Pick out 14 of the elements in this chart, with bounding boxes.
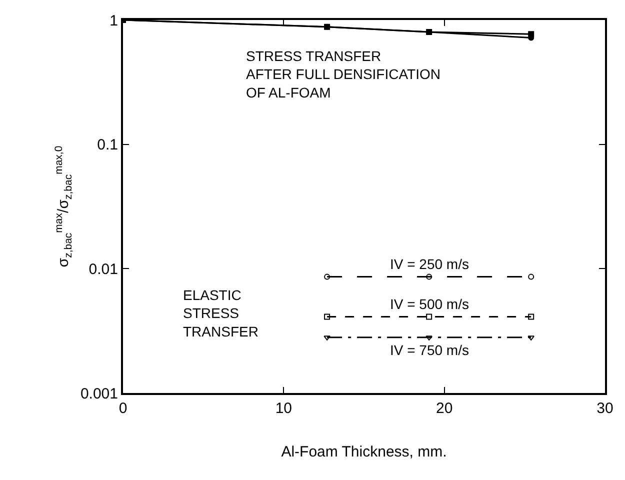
y-tick-label: 0.1 [97, 136, 118, 154]
y-tick-label: 0.001 [80, 385, 118, 402]
x-tick-label: 10 [275, 400, 292, 417]
x-tick-label: 30 [596, 400, 614, 417]
annotation: STRESS TRANSFER AFTER FULL DENSIFICATION OF AL-FOAM [246, 48, 440, 100]
x-tick-label: 0 [118, 400, 128, 417]
y-tick-label: 0.01 [88, 260, 118, 278]
annotation: ELASTIC STRESS TRANSFER [183, 287, 258, 340]
x-axis-title: Al-Foam Thickness, mm. [281, 444, 447, 460]
x-tick-label: 20 [436, 400, 453, 417]
series-label: IV = 250 m/s [390, 256, 469, 272]
series-label: IV = 750 m/s [390, 342, 469, 358]
series-label: IV = 500 m/s [390, 296, 469, 312]
y-tick-label: 1 [110, 12, 118, 30]
